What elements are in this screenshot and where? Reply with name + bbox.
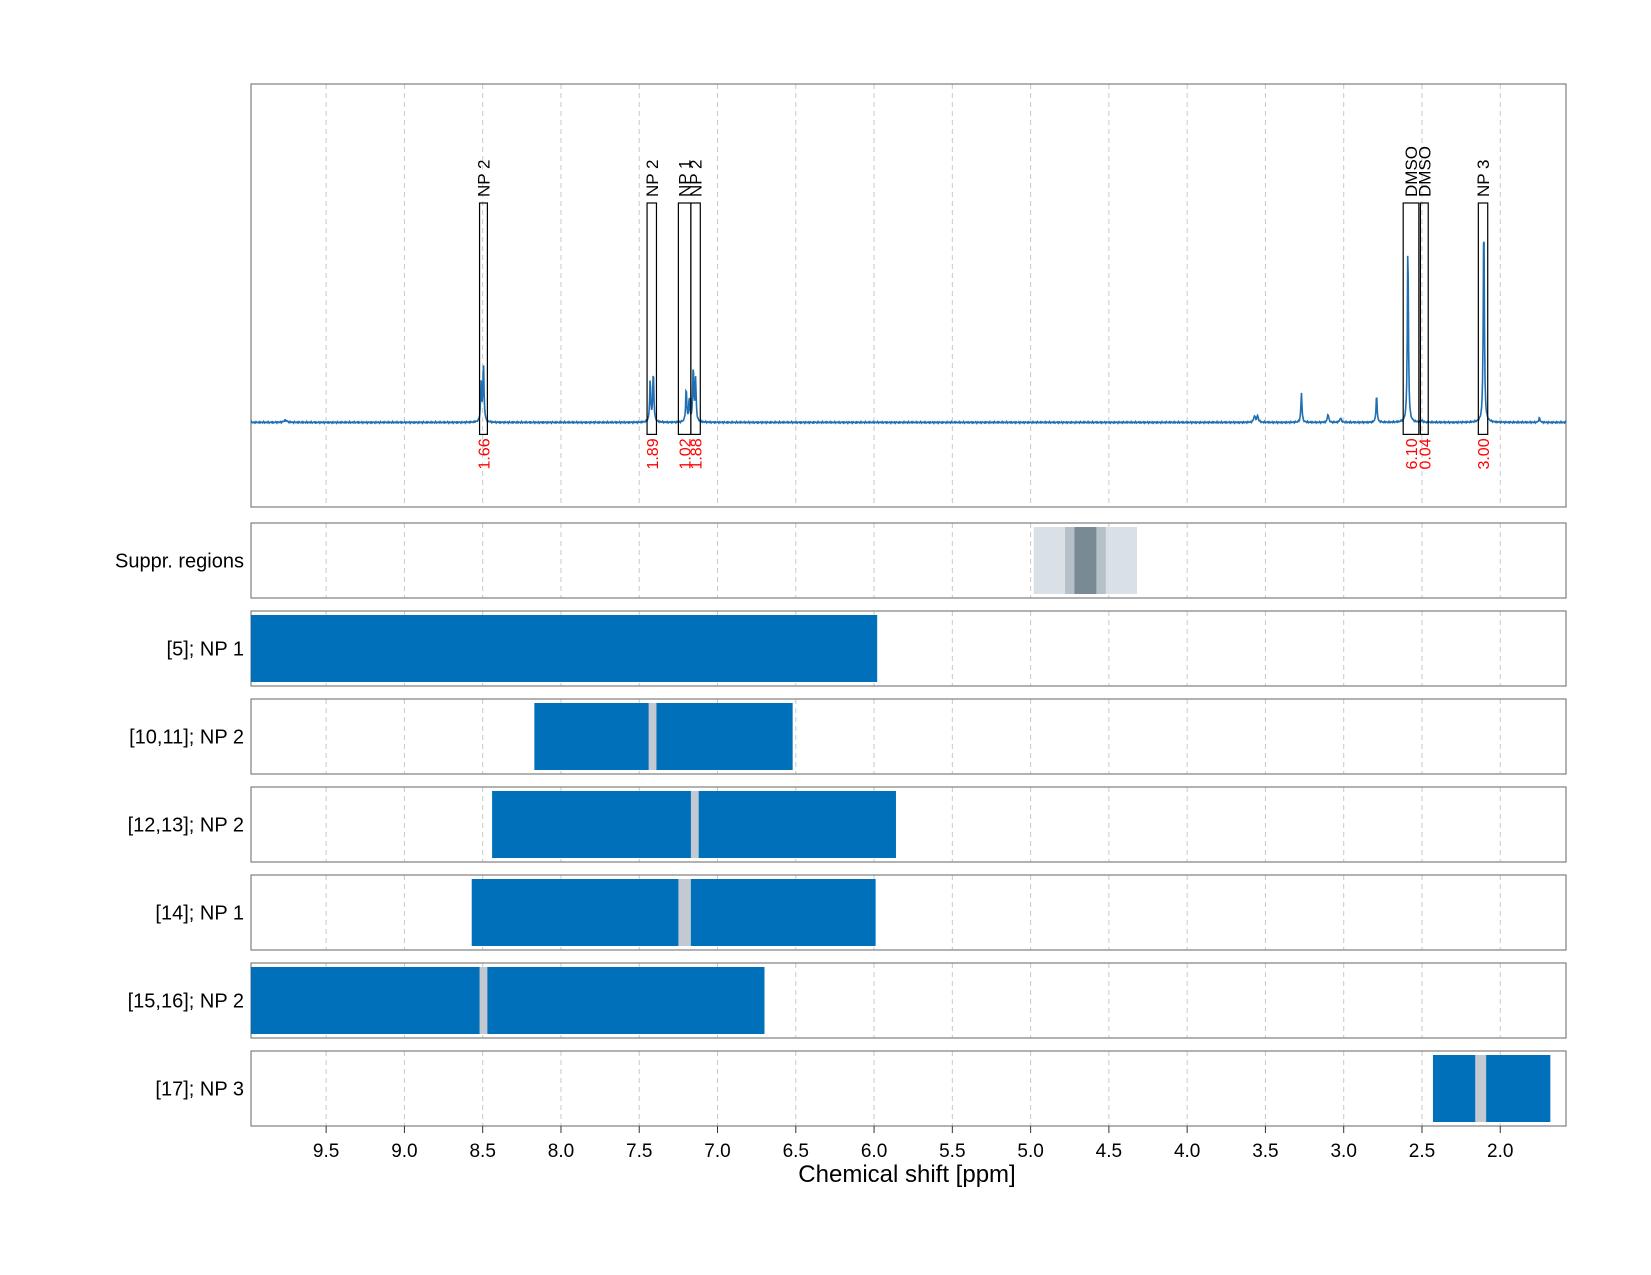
annotation-box bbox=[646, 202, 658, 435]
x-tick-label: 2.0 bbox=[1487, 1141, 1513, 1162]
range-bar bbox=[251, 967, 765, 1034]
annotation-label: NP 2 bbox=[687, 160, 706, 198]
x-tick-label: 7.0 bbox=[704, 1141, 730, 1162]
row-frame bbox=[250, 522, 1567, 599]
x-tick-label: 8.0 bbox=[548, 1141, 574, 1162]
row-frame bbox=[250, 786, 1567, 863]
x-tick-label: 5.0 bbox=[1017, 1141, 1043, 1162]
integral-value: 1.88 bbox=[689, 438, 706, 469]
range-gap bbox=[690, 791, 699, 858]
spectrum-line bbox=[250, 241, 1567, 425]
suppression-region bbox=[1074, 527, 1097, 594]
row-label: Suppr. regions bbox=[115, 551, 244, 573]
annotation-label: NP 3 bbox=[1474, 160, 1493, 198]
integral-value: 1.02 bbox=[678, 438, 695, 469]
row-frame bbox=[250, 874, 1567, 951]
rows-layer: Suppr. regions [5]; NP 1 [10,11]; NP 2 [12,… bbox=[115, 522, 1567, 1127]
x-tick-label: 3.0 bbox=[1330, 1141, 1356, 1162]
x-tick-label: 9.5 bbox=[313, 1141, 339, 1162]
x-tick-label: 4.5 bbox=[1096, 1141, 1122, 1162]
range-bar bbox=[251, 615, 878, 682]
integral-value: 0.04 bbox=[1417, 438, 1434, 469]
annotation-box bbox=[1402, 202, 1420, 435]
range-gap bbox=[1475, 1055, 1487, 1122]
row-frame bbox=[250, 1050, 1567, 1127]
row-label: [5]; NP 1 bbox=[167, 639, 244, 661]
row-label: [15,16]; NP 2 bbox=[128, 991, 244, 1013]
row-label: [10,11]; NP 2 bbox=[129, 727, 244, 749]
row-label: [14]; NP 1 bbox=[155, 903, 244, 925]
annotation-label: NP 2 bbox=[474, 160, 493, 198]
integral-value: 1.89 bbox=[645, 438, 662, 469]
annotation-box bbox=[690, 202, 701, 435]
annotation-label: NP 1 bbox=[676, 160, 695, 198]
row-label: [17]; NP 3 bbox=[155, 1079, 244, 1101]
range-gap bbox=[678, 879, 691, 946]
x-tick-label: 4.0 bbox=[1174, 1141, 1200, 1162]
x-tick-label: 6.0 bbox=[861, 1141, 887, 1162]
range-bar bbox=[534, 703, 793, 770]
row-label: [12,13]; NP 2 bbox=[128, 815, 244, 837]
annotation-label: DMSO bbox=[1402, 146, 1421, 197]
x-tick-label: 7.5 bbox=[626, 1141, 652, 1162]
x-axis: 9.5 9.0 8.5 8.0 7.5 7.0 6.5 6.0 5.5 5.0 4.5 4.0 3.5 3… bbox=[313, 1126, 1513, 1162]
range-bar bbox=[1432, 1055, 1551, 1122]
integral-value: 1.66 bbox=[476, 438, 493, 469]
x-tick-label: 3.5 bbox=[1252, 1141, 1278, 1162]
annotation-label: DMSO bbox=[1415, 146, 1434, 197]
annotation-box bbox=[1419, 202, 1429, 435]
spectrum-panel: NP 2 1.66 NP 2 1.89 NP 1 1.02 NP 2 1.88 DMSO 6.10… bbox=[250, 83, 1567, 508]
x-tick-label: 2.5 bbox=[1409, 1141, 1435, 1162]
annotation-box bbox=[1477, 202, 1489, 435]
x-axis-label: Chemical shift [ppm] bbox=[798, 1161, 1015, 1188]
integral-value: 6.10 bbox=[1404, 438, 1421, 469]
range-bar bbox=[471, 879, 876, 946]
integral-value: 3.00 bbox=[1476, 438, 1493, 469]
x-tick-label: 5.5 bbox=[939, 1141, 965, 1162]
range-gap bbox=[479, 967, 488, 1034]
annotation-label: NP 2 bbox=[643, 160, 662, 198]
x-tick-label: 8.5 bbox=[469, 1141, 495, 1162]
x-tick-label: 6.5 bbox=[783, 1141, 809, 1162]
x-tick-label: 9.0 bbox=[391, 1141, 417, 1162]
spectrum-frame bbox=[250, 83, 1567, 508]
range-gap bbox=[648, 703, 657, 770]
row-frame bbox=[250, 698, 1567, 775]
annotation-box bbox=[478, 202, 488, 435]
